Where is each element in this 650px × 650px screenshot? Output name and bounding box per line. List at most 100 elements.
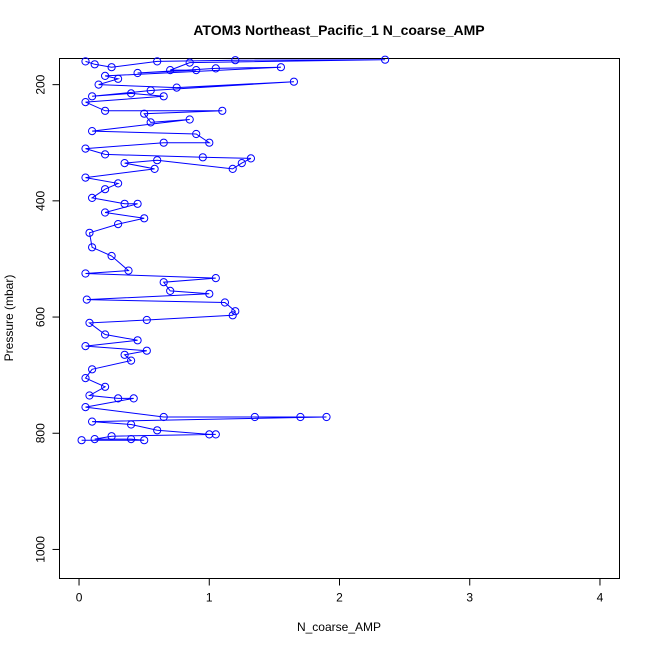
data-point bbox=[124, 266, 133, 275]
data-point bbox=[228, 164, 237, 173]
data-point bbox=[192, 66, 201, 75]
data-point bbox=[237, 159, 246, 168]
data-point bbox=[133, 68, 142, 78]
data-point bbox=[150, 164, 159, 173]
x-tick-label: 3 bbox=[466, 591, 473, 605]
data-point bbox=[231, 307, 240, 316]
y-tick-label: 1000 bbox=[34, 536, 48, 563]
data-point bbox=[107, 432, 116, 441]
data-point bbox=[142, 315, 151, 325]
data-point bbox=[81, 269, 90, 278]
y-tick-label: 600 bbox=[34, 307, 48, 327]
data-point bbox=[198, 153, 207, 162]
data-point bbox=[81, 374, 90, 383]
data-point bbox=[211, 64, 220, 73]
data-point bbox=[88, 417, 97, 426]
data-point bbox=[85, 318, 94, 327]
data-point bbox=[101, 382, 110, 391]
data-point bbox=[185, 58, 194, 67]
data-point bbox=[159, 92, 168, 101]
data-point bbox=[140, 214, 149, 223]
data-point bbox=[159, 278, 168, 287]
data-point bbox=[228, 311, 237, 320]
y-tick-label: 200 bbox=[34, 74, 48, 94]
data-point bbox=[159, 412, 168, 422]
data-point bbox=[129, 394, 138, 403]
data-points bbox=[77, 55, 390, 445]
data-point bbox=[322, 412, 331, 422]
y-tick-label: 400 bbox=[34, 191, 48, 211]
data-point bbox=[289, 77, 298, 86]
data-point bbox=[120, 350, 129, 359]
data-point bbox=[127, 435, 136, 444]
y-axis: 200 400 600 800 1000 bbox=[34, 74, 60, 563]
data-point bbox=[101, 106, 110, 115]
x-axis-label: N_coarse_AMP bbox=[297, 620, 381, 634]
data-point bbox=[81, 342, 90, 351]
data-point bbox=[88, 243, 97, 252]
data-point bbox=[88, 127, 97, 136]
data-point bbox=[142, 346, 151, 355]
data-point bbox=[146, 86, 155, 95]
data-point bbox=[107, 63, 116, 72]
chart-title: ATOM3 Northeast_Pacific_1 N_coarse_AMP bbox=[193, 22, 484, 38]
data-point bbox=[296, 412, 305, 422]
data-point bbox=[153, 156, 162, 165]
data-point bbox=[107, 251, 116, 261]
data-point bbox=[114, 220, 123, 229]
data-point bbox=[82, 295, 91, 304]
data-point bbox=[211, 430, 220, 439]
data-point bbox=[172, 83, 181, 92]
data-point bbox=[90, 60, 99, 69]
data-point bbox=[101, 185, 110, 194]
x-tick-label: 4 bbox=[597, 591, 604, 605]
data-point bbox=[153, 57, 162, 66]
data-point bbox=[101, 71, 110, 81]
data-point bbox=[114, 394, 123, 403]
data-point bbox=[146, 118, 155, 127]
data-point bbox=[127, 420, 136, 429]
data-point bbox=[166, 286, 175, 295]
data-point bbox=[205, 430, 214, 439]
data-point bbox=[159, 138, 168, 147]
data-point bbox=[127, 356, 136, 365]
data-point bbox=[153, 426, 162, 435]
data-point bbox=[101, 208, 110, 217]
series-line bbox=[81, 59, 386, 441]
data-point bbox=[205, 138, 214, 147]
y-axis-label: Pressure (mbar) bbox=[2, 275, 16, 362]
data-point bbox=[192, 129, 201, 139]
data-point bbox=[127, 89, 136, 98]
data-point bbox=[218, 106, 227, 115]
data-point bbox=[90, 435, 99, 444]
data-point bbox=[166, 66, 175, 75]
data-point bbox=[220, 298, 229, 307]
data-point bbox=[81, 144, 90, 153]
data-point bbox=[140, 109, 149, 118]
data-point bbox=[101, 150, 110, 159]
data-point bbox=[231, 56, 240, 65]
data-point bbox=[85, 228, 94, 237]
data-point bbox=[133, 199, 142, 208]
data-point bbox=[120, 159, 129, 168]
data-point bbox=[94, 80, 103, 89]
data-point bbox=[85, 391, 94, 400]
data-point bbox=[211, 274, 220, 283]
x-tick-label: 2 bbox=[336, 591, 343, 605]
x-axis: 0 1 2 3 4 bbox=[76, 578, 604, 605]
data-point bbox=[114, 179, 123, 188]
data-point bbox=[250, 412, 259, 422]
data-point bbox=[114, 74, 123, 83]
data-point bbox=[81, 57, 90, 66]
data-point bbox=[81, 403, 90, 412]
data-point bbox=[185, 115, 194, 124]
data-point bbox=[381, 55, 390, 64]
data-point bbox=[205, 289, 214, 298]
data-point bbox=[276, 63, 285, 72]
data-point bbox=[77, 436, 86, 445]
x-tick-label: 1 bbox=[206, 591, 213, 605]
y-tick-label: 800 bbox=[34, 423, 48, 443]
data-point bbox=[133, 336, 142, 345]
data-point bbox=[81, 173, 90, 182]
